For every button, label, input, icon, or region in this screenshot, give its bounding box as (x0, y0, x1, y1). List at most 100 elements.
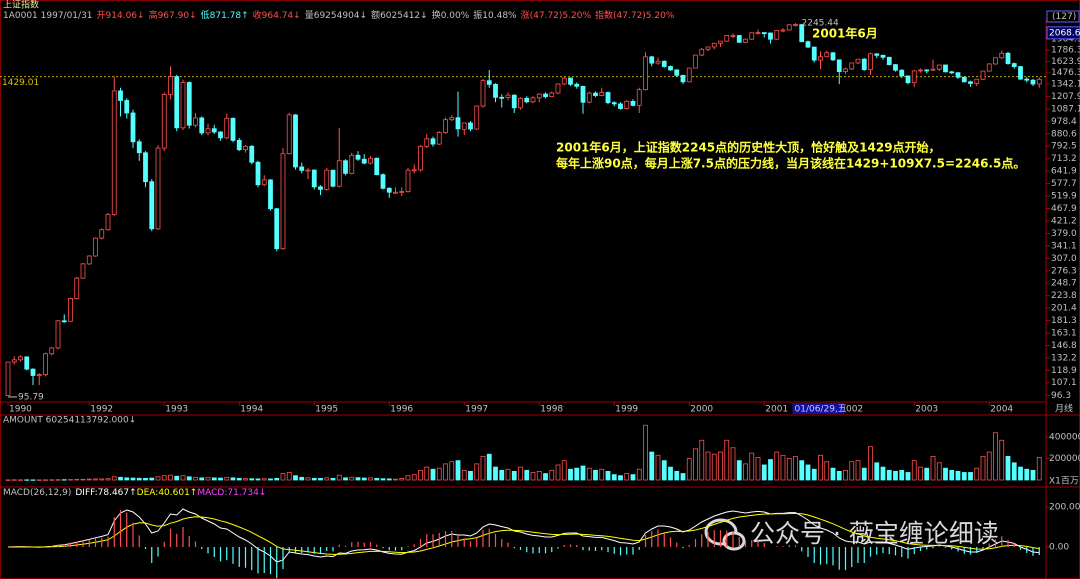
volume-bar (461, 469, 467, 481)
volume-bar (118, 476, 123, 481)
volume-bar (911, 460, 917, 481)
volume-bar (593, 469, 598, 481)
y-tick-label: 519.9 (1051, 192, 1077, 202)
candle-body (386, 187, 392, 193)
volume-bar (768, 459, 773, 481)
volume-bar (536, 471, 542, 481)
candle-body (555, 83, 561, 94)
candle-body (24, 356, 30, 370)
cursor-box (792, 403, 845, 414)
candle-body (811, 46, 817, 61)
candle-body (1024, 78, 1030, 81)
header-item: 低871.78↑ (201, 9, 249, 21)
candle-body (711, 42, 717, 48)
candle-body (849, 62, 855, 70)
candle-body (799, 24, 805, 43)
y-tick-label: 200000 (1049, 454, 1080, 464)
candle-body (230, 117, 236, 141)
candle-body (111, 90, 117, 215)
volume-bar (36, 479, 42, 481)
volume-bar (580, 465, 586, 481)
candle-body (93, 237, 98, 257)
x-tick-label: 2001 (765, 405, 788, 415)
volume-bar (611, 474, 617, 481)
candle-body (1030, 79, 1036, 85)
volume-bar (443, 463, 448, 481)
volume-bar (124, 477, 130, 481)
volume-bar (586, 467, 592, 481)
candle-body (43, 353, 48, 375)
volume-bar (130, 477, 136, 481)
volume-bar (205, 477, 211, 481)
candle-body (1036, 78, 1042, 85)
candle-body (861, 58, 867, 71)
volume-bar (849, 461, 855, 481)
candle-body (786, 24, 792, 31)
x-tick-label: 2002 (840, 405, 863, 415)
volume-bar (799, 460, 805, 481)
volume-bar (649, 451, 655, 481)
candle-body (599, 92, 605, 96)
watermark: 公众号 · 薇宝缠论细读 (750, 519, 999, 548)
candle-body (699, 48, 705, 56)
candle-body (55, 320, 61, 349)
volume-bar (861, 467, 867, 481)
candle-body (286, 114, 292, 155)
annotation: 2001年6月，上证指数2245点的历史性大顶，恰好触及1429点开始， (556, 140, 941, 155)
legend-entry: MACD:71.734↓ (197, 488, 266, 498)
volume-bar (824, 461, 830, 481)
candle-body (205, 128, 211, 134)
candle-body (530, 97, 536, 103)
candle-body (218, 131, 223, 139)
high-label: 2245.44 (802, 19, 839, 29)
candle-body (761, 32, 767, 35)
candle-body (986, 63, 992, 72)
candle-body (149, 181, 155, 230)
volume-bar (299, 476, 305, 481)
volume-bar (524, 469, 530, 481)
legend-entry: DEA:40.601↑ (137, 488, 198, 498)
x-tick-label: 1999 (615, 405, 638, 415)
candle-body (99, 229, 105, 239)
volume-bar (168, 474, 173, 481)
volume-bar (43, 479, 48, 481)
candle-body (718, 40, 723, 44)
candle-body (574, 83, 580, 87)
y-tick-label: 248.7 (1051, 279, 1077, 289)
volume-bar (199, 477, 205, 481)
count-box (1046, 10, 1080, 23)
candle-body (393, 191, 398, 194)
volume-bar (530, 472, 536, 481)
candle-body (943, 64, 948, 73)
candle-body (349, 154, 355, 174)
volume-bar (11, 479, 17, 481)
volume-bar (830, 467, 836, 481)
volume-bar (1030, 469, 1036, 481)
x-tick-label: 1990 (9, 405, 32, 415)
candle-body (680, 74, 686, 83)
candle-body (61, 320, 67, 323)
candle-body (374, 157, 380, 176)
candle-body (918, 69, 923, 72)
candle-body (268, 179, 273, 210)
volume-bar (411, 474, 417, 481)
volume-bar (786, 458, 792, 481)
y-tick-label: 163.1 (1051, 329, 1077, 339)
candle-body (724, 35, 730, 42)
volume-bar (643, 424, 648, 481)
volume-bar (855, 460, 861, 481)
x-tick-label: 1997 (465, 405, 488, 415)
volume-bar (499, 469, 505, 481)
macd-title: MACD(26,12,9) DIFF:78.467↑DEA:40.601↑MACD… (3, 488, 266, 498)
candle-body (311, 169, 317, 188)
candle-body (486, 80, 492, 85)
volume-bar (293, 475, 298, 481)
volume-bar (886, 469, 892, 481)
candle-body (5, 361, 11, 397)
volume-bar (318, 477, 323, 481)
candle-body (293, 114, 298, 168)
y-tick-label: 467.9 (1051, 204, 1077, 214)
candle-body (993, 57, 998, 65)
volume-bar (80, 478, 86, 481)
